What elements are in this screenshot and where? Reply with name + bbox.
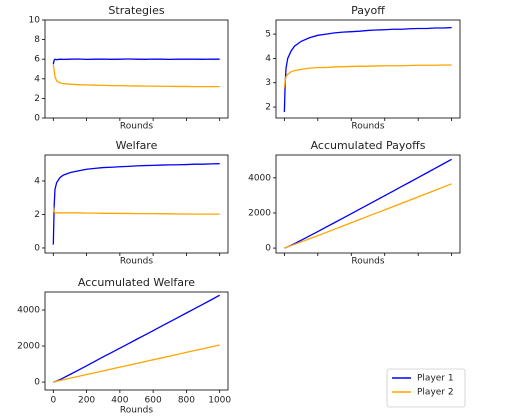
- x-tick-label: 1000: [208, 396, 231, 406]
- y-tick-label: 4000: [17, 306, 40, 316]
- y-tick-label: 0: [34, 243, 40, 253]
- x-axis-label: Rounds: [351, 122, 384, 132]
- y-tick-label: 0: [34, 378, 40, 388]
- plot-frame: [44, 154, 229, 254]
- series-line: [53, 344, 220, 383]
- chart-title: Welfare: [116, 139, 158, 152]
- y-tick-label: 5: [265, 30, 271, 40]
- y-tick-label: 4000: [248, 173, 271, 183]
- y-tick-label: 4: [34, 74, 40, 84]
- legend-label: Player 1: [417, 374, 454, 384]
- y-tick-label: 10: [29, 16, 41, 26]
- y-tick-label: 0: [265, 244, 271, 254]
- y-tick-label: 4: [265, 54, 271, 64]
- series-line: [52, 58, 220, 65]
- y-tick-label: 2000: [248, 208, 271, 218]
- x-axis-label: Rounds: [120, 122, 153, 132]
- chart-title: Accumulated Payoffs: [311, 139, 426, 152]
- x-axis-label: Rounds: [120, 406, 153, 416]
- series-line: [52, 64, 220, 88]
- y-tick-label: 2: [34, 94, 40, 104]
- x-axis-label: Rounds: [351, 257, 384, 267]
- y-tick-label: 2: [265, 103, 271, 113]
- x-tick-label: 400: [111, 396, 128, 406]
- series-line: [52, 205, 220, 215]
- plot-frame: [44, 19, 229, 119]
- plot-frame: [275, 154, 461, 254]
- chart-title: Payoff: [351, 4, 385, 17]
- y-tick-label: 6: [34, 55, 40, 65]
- series-line: [52, 163, 220, 245]
- series-line: [283, 26, 452, 112]
- x-tick-label: 200: [78, 396, 95, 406]
- y-tick-label: 0: [34, 114, 40, 124]
- y-tick-label: 2000: [17, 342, 40, 352]
- chart-title: Accumulated Welfare: [78, 276, 195, 289]
- series-line: [284, 183, 452, 249]
- x-tick-label: 0: [50, 396, 56, 406]
- series-line: [284, 158, 452, 249]
- series-line: [53, 294, 220, 383]
- plot-frame: [275, 19, 461, 119]
- chart-title: Strategies: [108, 4, 164, 17]
- y-tick-label: 4: [34, 176, 40, 186]
- plot-frame: [44, 291, 229, 391]
- x-axis-label: Rounds: [120, 257, 153, 267]
- x-tick-label: 800: [178, 396, 195, 406]
- legend-label: Player 2: [417, 388, 454, 398]
- y-tick-label: 8: [34, 35, 40, 45]
- x-tick-label: 600: [145, 396, 162, 406]
- series-line: [283, 64, 452, 88]
- y-tick-label: 3: [265, 78, 271, 88]
- y-tick-label: 2: [34, 210, 40, 220]
